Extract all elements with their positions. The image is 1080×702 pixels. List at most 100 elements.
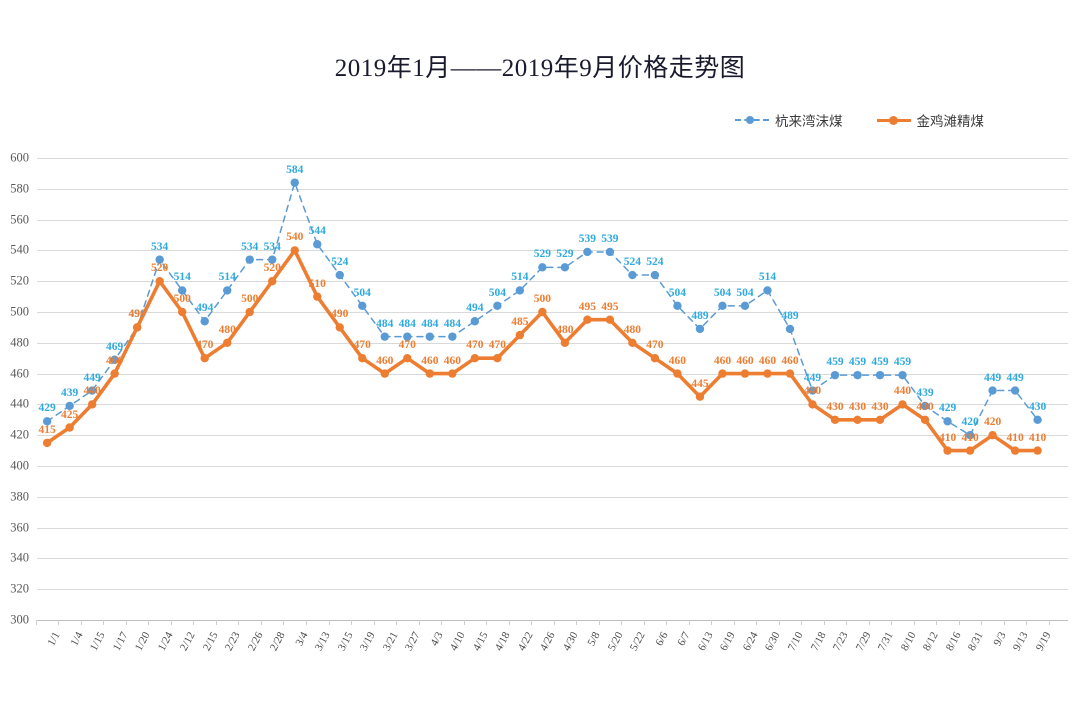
- x-axis-tick: [373, 620, 375, 625]
- data-point[interactable]: [560, 338, 570, 347]
- data-point[interactable]: [223, 286, 232, 295]
- gridline: [37, 312, 1068, 313]
- legend-item-jinjitan[interactable]: 金鸡滩精煤: [876, 110, 984, 130]
- data-point[interactable]: [740, 301, 750, 311]
- data-point[interactable]: [313, 292, 322, 301]
- data-point[interactable]: [560, 263, 570, 272]
- data-point[interactable]: [380, 332, 389, 341]
- data-point[interactable]: [763, 286, 772, 295]
- data-point[interactable]: [628, 270, 637, 280]
- x-axis-tick: [486, 620, 488, 625]
- data-point[interactable]: [1010, 386, 1020, 395]
- data-point[interactable]: [538, 263, 547, 272]
- data-point[interactable]: [695, 324, 705, 334]
- data-point[interactable]: [830, 370, 840, 380]
- data-point[interactable]: [785, 369, 795, 378]
- data-point[interactable]: [515, 330, 525, 340]
- data-point[interactable]: [808, 400, 817, 409]
- y-axis-tick-label: 380: [10, 489, 29, 504]
- data-point[interactable]: [763, 369, 772, 378]
- data-point[interactable]: [200, 317, 209, 326]
- data-point[interactable]: [313, 240, 322, 249]
- data-point[interactable]: [110, 355, 119, 364]
- data-point[interactable]: [718, 369, 727, 378]
- data-point[interactable]: [178, 286, 187, 295]
- data-point[interactable]: [403, 332, 412, 341]
- legend-item-hanglaiwan[interactable]: 杭来湾沫煤: [735, 110, 843, 130]
- y-axis-tick-label: 420: [10, 427, 29, 442]
- data-point[interactable]: [920, 401, 930, 411]
- data-point[interactable]: [493, 354, 502, 363]
- data-point[interactable]: [65, 401, 74, 411]
- data-point[interactable]: [740, 369, 750, 378]
- data-point[interactable]: [785, 324, 795, 334]
- data-point[interactable]: [110, 369, 119, 378]
- data-point[interactable]: [650, 270, 660, 280]
- data-point[interactable]: [673, 301, 682, 311]
- data-point[interactable]: [448, 369, 457, 378]
- data-point[interactable]: [920, 415, 930, 424]
- data-point[interactable]: [42, 417, 52, 426]
- data-point[interactable]: [583, 247, 592, 257]
- data-point[interactable]: [898, 400, 907, 409]
- y-axis-tick-label: 520: [10, 273, 29, 288]
- data-point[interactable]: [875, 370, 885, 380]
- data-point[interactable]: [87, 400, 97, 409]
- data-point[interactable]: [290, 178, 299, 187]
- y-axis-tick-label: 360: [10, 520, 29, 535]
- data-point[interactable]: [875, 415, 885, 424]
- data-point[interactable]: [132, 323, 142, 332]
- data-point[interactable]: [178, 307, 187, 317]
- data-point[interactable]: [605, 315, 615, 324]
- data-point[interactable]: [245, 255, 254, 264]
- data-point[interactable]: [1010, 446, 1020, 455]
- data-point[interactable]: [943, 417, 952, 426]
- data-point[interactable]: [42, 438, 52, 448]
- data-point[interactable]: [200, 354, 209, 363]
- data-point[interactable]: [628, 338, 637, 347]
- data-point[interactable]: [673, 369, 682, 378]
- data-point[interactable]: [988, 386, 997, 395]
- data-point[interactable]: [335, 323, 344, 332]
- data-point[interactable]: [1033, 415, 1042, 424]
- data-point[interactable]: [718, 301, 727, 311]
- data-point[interactable]: [605, 247, 615, 257]
- data-point[interactable]: [155, 255, 164, 264]
- data-point[interactable]: [87, 386, 97, 395]
- data-point[interactable]: [943, 446, 952, 455]
- data-point[interactable]: [493, 301, 502, 311]
- data-point[interactable]: [515, 286, 525, 295]
- data-point[interactable]: [403, 354, 412, 363]
- data-point[interactable]: [470, 354, 480, 363]
- x-axis-tick: [260, 620, 262, 625]
- data-point[interactable]: [425, 332, 435, 341]
- data-point[interactable]: [1033, 446, 1042, 455]
- data-point[interactable]: [470, 317, 480, 326]
- data-point[interactable]: [268, 255, 277, 264]
- data-point[interactable]: [335, 270, 344, 280]
- data-point[interactable]: [830, 415, 840, 424]
- data-point[interactable]: [245, 307, 254, 317]
- data-point[interactable]: [268, 277, 277, 286]
- data-point[interactable]: [65, 423, 74, 432]
- data-point[interactable]: [425, 369, 435, 378]
- data-point[interactable]: [358, 354, 367, 363]
- data-point[interactable]: [853, 415, 862, 424]
- data-point[interactable]: [358, 301, 367, 311]
- data-point[interactable]: [898, 370, 907, 380]
- data-point[interactable]: [380, 369, 389, 378]
- data-point[interactable]: [448, 332, 457, 341]
- data-point[interactable]: [290, 246, 299, 255]
- data-point[interactable]: [965, 446, 975, 455]
- data-point[interactable]: [988, 431, 997, 440]
- data-point[interactable]: [155, 277, 164, 286]
- data-point[interactable]: [538, 307, 547, 317]
- data-point[interactable]: [650, 354, 660, 363]
- data-point[interactable]: [853, 370, 862, 380]
- data-point[interactable]: [965, 431, 975, 440]
- data-point[interactable]: [695, 392, 705, 401]
- data-point[interactable]: [223, 338, 232, 347]
- data-point[interactable]: [583, 315, 592, 324]
- y-axis-tick-label: 480: [10, 335, 29, 350]
- data-point[interactable]: [808, 386, 817, 395]
